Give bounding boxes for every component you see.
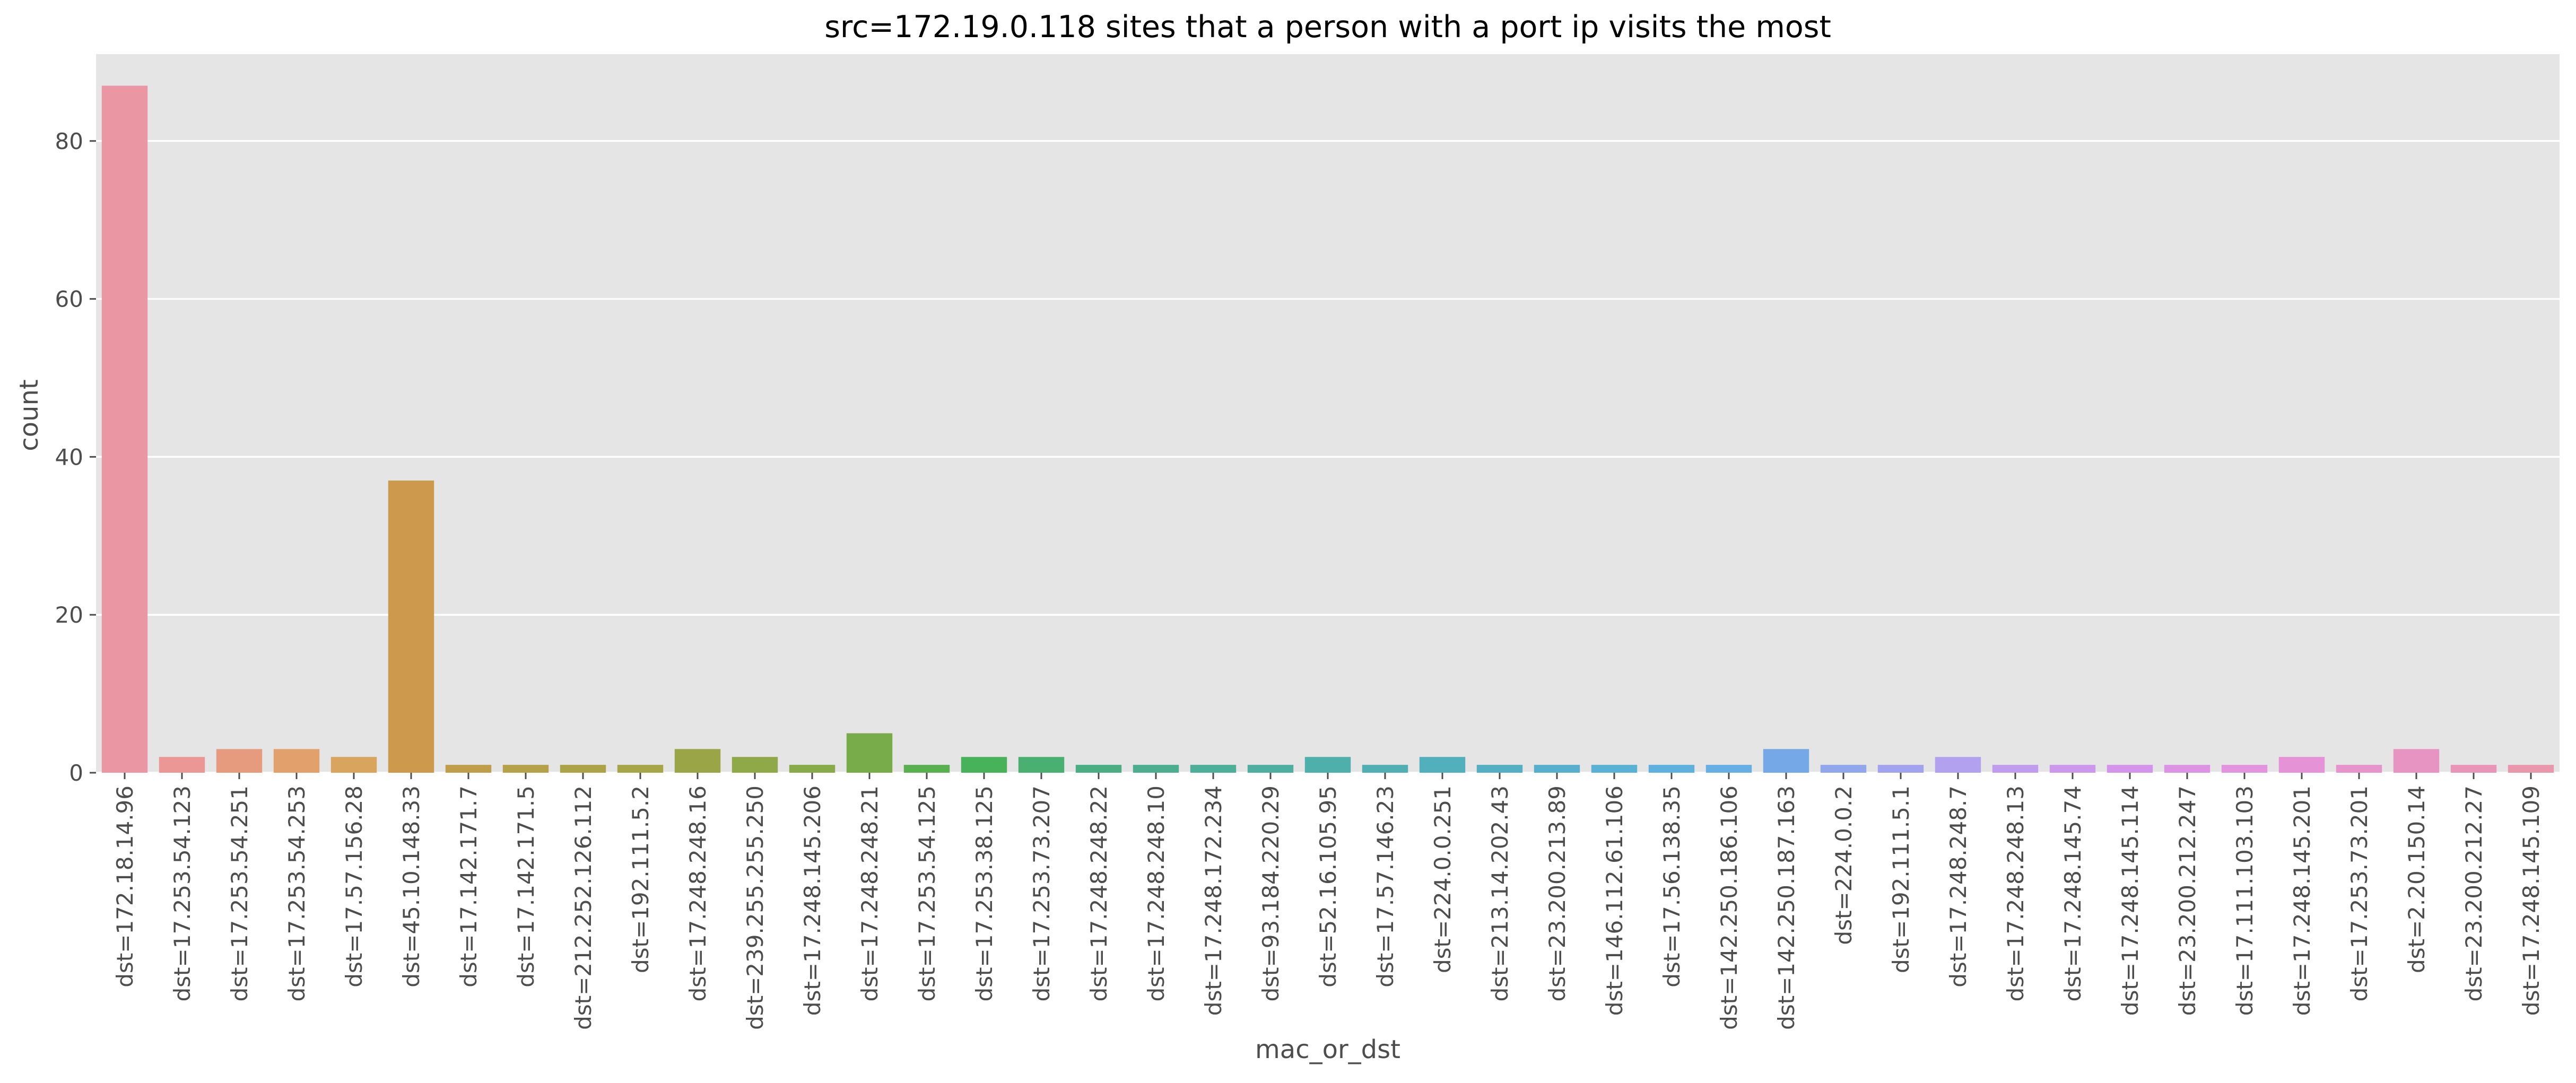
x-tick-label: dst=224.0.0.251 (1430, 785, 1456, 973)
bar (1820, 765, 1867, 773)
bar (903, 765, 950, 773)
x-tick-label: dst=17.253.73.201 (2346, 785, 2372, 1001)
x-tick-label: dst=213.14.202.43 (1487, 785, 1513, 1001)
x-tick-label: dst=192.111.5.1 (1888, 785, 1914, 973)
bars (101, 85, 2554, 773)
bar (1476, 765, 1523, 773)
x-tick-label: dst=17.56.138.35 (1659, 785, 1685, 988)
bar (2164, 765, 2211, 773)
x-tick-label: dst=17.57.146.23 (1372, 785, 1398, 988)
bar (2450, 765, 2497, 773)
bar (2508, 765, 2554, 773)
x-tick-label: dst=17.248.172.234 (1200, 785, 1226, 1016)
bar (674, 749, 721, 773)
x-tick-label: dst=17.248.248.22 (1086, 785, 1112, 1001)
x-tick-label: dst=93.184.220.29 (1258, 785, 1284, 1001)
x-tick-label: dst=17.248.145.74 (2060, 785, 2086, 1001)
bar (560, 765, 606, 773)
bar (1935, 757, 1981, 773)
bar (1992, 765, 2039, 773)
y-axis-title: count (14, 379, 44, 451)
bar (1877, 765, 1924, 773)
bar (2278, 757, 2325, 773)
x-tick-label: dst=17.248.248.7 (1945, 785, 1971, 988)
y-tick-label: 60 (55, 286, 83, 312)
bar (330, 757, 377, 773)
bar (101, 85, 148, 773)
bar (1362, 765, 1408, 773)
y-tick-label: 0 (69, 760, 83, 786)
bar (1190, 765, 1237, 773)
x-tick-label: dst=17.248.248.13 (2003, 785, 2029, 1001)
bar (617, 765, 664, 773)
x-tick-label: dst=17.248.248.10 (1143, 785, 1169, 1001)
plot-background (96, 54, 2560, 773)
bar (1419, 757, 1466, 773)
x-tick-label: dst=192.111.5.2 (628, 785, 654, 973)
bar (1591, 765, 1638, 773)
y-tick-label: 80 (55, 128, 83, 154)
x-tick-label: dst=17.111.103.103 (2232, 785, 2258, 1016)
x-tick-label: dst=23.200.212.27 (2461, 785, 2487, 1001)
y-tick-label: 40 (55, 444, 83, 470)
bar (1018, 757, 1065, 773)
bar (732, 757, 778, 773)
x-tick-label: dst=239.255.255.250 (742, 785, 768, 1030)
bar (1304, 757, 1351, 773)
x-tick-label: dst=17.253.54.125 (914, 785, 940, 1001)
bar (216, 749, 263, 773)
x-tick-label: dst=2.20.150.14 (2404, 785, 2430, 973)
x-axis: dst=172.18.14.96 dst=17.253.54.123 dst=17.… (112, 773, 2544, 1030)
bar (2336, 765, 2382, 773)
x-tick-label: dst=17.248.145.206 (799, 785, 825, 1016)
y-axis: 0 20 40 60 80 (55, 128, 96, 786)
bar (502, 765, 549, 773)
y-tick-label: 20 (55, 602, 83, 628)
x-tick-label: dst=17.248.248.16 (685, 785, 711, 1001)
x-tick-label: dst=45.10.148.33 (398, 785, 424, 988)
bar (1133, 765, 1179, 773)
x-tick-label: dst=17.248.145.114 (2117, 785, 2143, 1016)
x-tick-label: dst=17.248.145.109 (2518, 785, 2544, 1016)
x-tick-label: dst=52.16.105.95 (1315, 785, 1341, 988)
x-tick-label: dst=23.200.213.89 (1544, 785, 1570, 1001)
bar (1534, 765, 1580, 773)
x-tick-label: dst=17.142.171.7 (456, 785, 482, 988)
bar (2221, 765, 2268, 773)
bar (445, 765, 492, 773)
x-tick-label: dst=17.253.54.251 (227, 785, 253, 1001)
x-tick-label: dst=142.250.187.163 (1773, 785, 1799, 1030)
bar (1247, 765, 1294, 773)
chart-title: src=172.19.0.118 sites that a person wit… (824, 10, 1831, 45)
bar (1648, 765, 1695, 773)
bar (846, 733, 893, 773)
x-tick-label: dst=172.18.14.96 (112, 785, 138, 988)
x-tick-label: dst=23.200.212.247 (2174, 785, 2200, 1016)
x-tick-label: dst=17.248.248.21 (857, 785, 883, 1001)
bar (2107, 765, 2153, 773)
bar (273, 749, 320, 773)
x-tick-label: dst=146.112.61.106 (1602, 785, 1628, 1016)
x-tick-label: dst=17.253.54.253 (284, 785, 310, 1001)
bar (2393, 749, 2440, 773)
bar (159, 757, 205, 773)
bar (961, 757, 1007, 773)
x-tick-label: dst=17.57.156.28 (341, 785, 367, 988)
bar (1075, 765, 1122, 773)
x-tick-label: dst=17.253.38.125 (971, 785, 997, 1001)
x-tick-label: dst=17.253.54.123 (169, 785, 195, 1001)
x-tick-label: dst=17.253.73.207 (1029, 785, 1055, 1001)
bar (789, 765, 836, 773)
bar (388, 481, 434, 773)
x-tick-label: dst=17.142.171.5 (513, 785, 539, 988)
x-tick-label: dst=142.250.186.106 (1716, 785, 1742, 1030)
x-tick-label: dst=212.252.126.112 (570, 785, 596, 1030)
x-tick-label: dst=17.248.145.201 (2289, 785, 2315, 1016)
x-axis-title: mac_or_dst (1255, 1035, 1400, 1064)
bar (1763, 749, 1809, 773)
x-tick-label: dst=224.0.0.2 (1831, 785, 1857, 945)
bar (2049, 765, 2096, 773)
bar (1705, 765, 1752, 773)
